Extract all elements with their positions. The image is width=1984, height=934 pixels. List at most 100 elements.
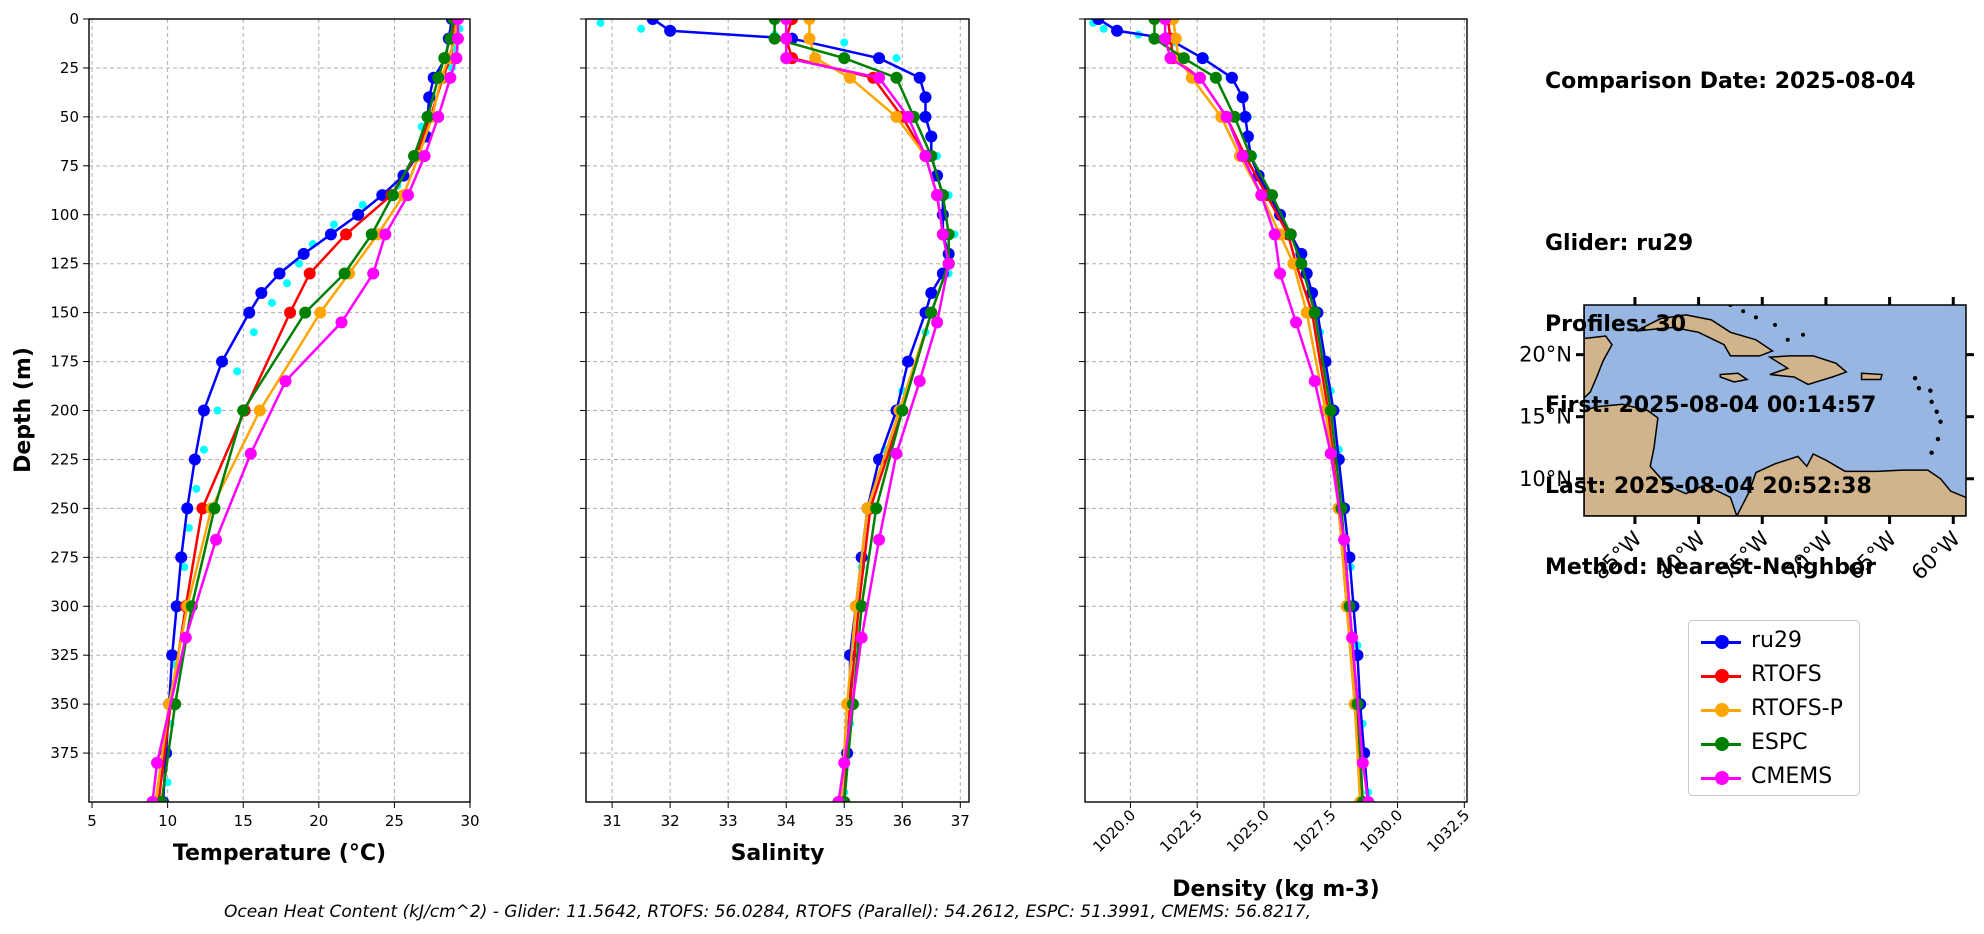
series-point-cmems bbox=[418, 150, 431, 163]
series-point-cmems bbox=[444, 71, 457, 84]
x-tick-label: 37 bbox=[951, 812, 970, 830]
series-point-cmems bbox=[279, 375, 292, 388]
y-axis-label: Depth (m) bbox=[11, 347, 36, 473]
info-panel: Comparison Date: 2025-08-04 Glider: ru29… bbox=[1545, 14, 1915, 608]
glider-scatter-point bbox=[213, 406, 222, 415]
glider-scatter-point bbox=[267, 298, 276, 307]
glider-scatter-point bbox=[295, 259, 304, 268]
legend-marker bbox=[1715, 737, 1729, 751]
series-point-ru29 bbox=[170, 600, 183, 613]
series-point-espc bbox=[768, 32, 781, 45]
x-axis-label: Temperature (°C) bbox=[173, 841, 386, 866]
series-point-ru29 bbox=[255, 287, 268, 300]
info-spacer bbox=[1545, 149, 1915, 176]
series-point-ru29 bbox=[175, 551, 188, 564]
glider-scatter-point bbox=[329, 220, 338, 229]
series-point-espc bbox=[1295, 257, 1308, 270]
land-jamaica bbox=[1719, 372, 1749, 383]
series-point-espc bbox=[896, 404, 909, 417]
y-tick-label: 200 bbox=[50, 402, 79, 420]
series-point-cmems bbox=[873, 533, 886, 546]
glider-name: Glider: ru29 bbox=[1545, 231, 1694, 256]
plot-area bbox=[146, 19, 464, 802]
series-point-espc bbox=[1148, 32, 1161, 45]
legend-item-cmems: CMEMS bbox=[1697, 763, 1857, 793]
series-point-rtofs-p bbox=[803, 32, 816, 45]
series-point-ru29 bbox=[1196, 52, 1209, 65]
y-tick-label: 300 bbox=[50, 597, 79, 615]
series-point-cmems bbox=[919, 150, 932, 163]
series-point-cmems bbox=[1324, 447, 1337, 460]
series-point-rtofs-p bbox=[803, 19, 816, 25]
first-time: First: 2025-08-04 00:14:57 bbox=[1545, 393, 1877, 418]
series-point-cmems bbox=[1268, 228, 1281, 241]
series-point-cmems bbox=[931, 316, 944, 329]
series-point-espc bbox=[208, 502, 221, 515]
method: Method: Nearest-Neighbor bbox=[1545, 555, 1876, 580]
series-point-cmems bbox=[244, 447, 257, 460]
series-point-espc bbox=[1284, 228, 1297, 241]
land-small-island bbox=[1929, 450, 1934, 455]
y-tick-label: 350 bbox=[50, 695, 79, 713]
series-point-cmems bbox=[838, 756, 851, 769]
series-point-espc bbox=[1148, 19, 1161, 25]
glider-scatter-point bbox=[184, 523, 193, 532]
x-tick-label: 1027.5 bbox=[1290, 806, 1340, 856]
series-point-ru29 bbox=[919, 91, 932, 104]
profile-panel-2: 31 32 33 34 35 36 37 Salinity bbox=[580, 18, 970, 866]
legend-item-espc: ESPC bbox=[1697, 729, 1857, 759]
comparison-date: Comparison Date: 2025-08-04 bbox=[1545, 69, 1916, 94]
land-small-island bbox=[1928, 388, 1933, 393]
x-tick-label: 25 bbox=[385, 812, 404, 830]
land-small-island bbox=[1916, 385, 1922, 391]
x-axis-label: Salinity bbox=[731, 841, 825, 866]
series-point-ru29 bbox=[188, 453, 201, 466]
x-tick-label: 1032.5 bbox=[1423, 806, 1473, 856]
series-point-ru29 bbox=[297, 247, 310, 260]
plot-area bbox=[1089, 19, 1375, 802]
series-point-cmems bbox=[151, 756, 164, 769]
series-point-cmems bbox=[780, 52, 793, 65]
series-point-ru29 bbox=[197, 404, 210, 417]
legend-item-rtofs: RTOFS bbox=[1697, 661, 1857, 691]
land-bahamas-island bbox=[1773, 322, 1777, 327]
land-bahamas-island bbox=[1801, 332, 1806, 337]
series-point-espc bbox=[438, 52, 451, 65]
y-tick-label: 375 bbox=[50, 744, 79, 762]
series-point-ru29 bbox=[376, 189, 389, 202]
land-south-america bbox=[1735, 452, 1966, 516]
series-point-ru29 bbox=[919, 110, 932, 123]
series-point-cmems bbox=[379, 228, 392, 241]
series-point-espc bbox=[838, 52, 851, 65]
map-lon-label: 60°W bbox=[1907, 526, 1965, 584]
series-point-cmems bbox=[210, 533, 222, 546]
y-tick-label: 225 bbox=[50, 450, 79, 468]
series-point-espc bbox=[365, 228, 378, 241]
glider-scatter-point bbox=[283, 279, 292, 288]
glider-scatter-point bbox=[199, 445, 208, 454]
series-point-ru29 bbox=[902, 355, 915, 368]
land-cuba bbox=[1635, 314, 1775, 357]
map-lat-label: 15°N bbox=[1519, 405, 1572, 429]
plot-area bbox=[596, 19, 959, 802]
series-point-rtofs bbox=[303, 267, 316, 280]
series-point-rtofs-p bbox=[844, 71, 857, 84]
series-point-rtofs-p bbox=[314, 306, 327, 319]
y-tick-label: 25 bbox=[60, 59, 79, 77]
map-land bbox=[1584, 305, 1966, 516]
series-point-rtofs-p bbox=[890, 110, 903, 123]
series-point-cmems bbox=[832, 796, 845, 802]
series-point-ru29 bbox=[1236, 91, 1249, 104]
series-point-cmems bbox=[1308, 375, 1321, 388]
series-point-espc bbox=[386, 189, 399, 202]
series-point-cmems bbox=[873, 71, 886, 84]
series-point-cmems bbox=[1290, 316, 1303, 329]
series-point-cmems bbox=[1255, 189, 1268, 202]
x-axis-label: Density (kg m-3) bbox=[1172, 877, 1380, 902]
series-point-cmems bbox=[890, 447, 903, 460]
series-line-cmems bbox=[151, 19, 460, 802]
series-point-espc bbox=[338, 267, 351, 280]
glider-scatter-point bbox=[249, 328, 258, 337]
series-point-ru29 bbox=[913, 71, 926, 84]
